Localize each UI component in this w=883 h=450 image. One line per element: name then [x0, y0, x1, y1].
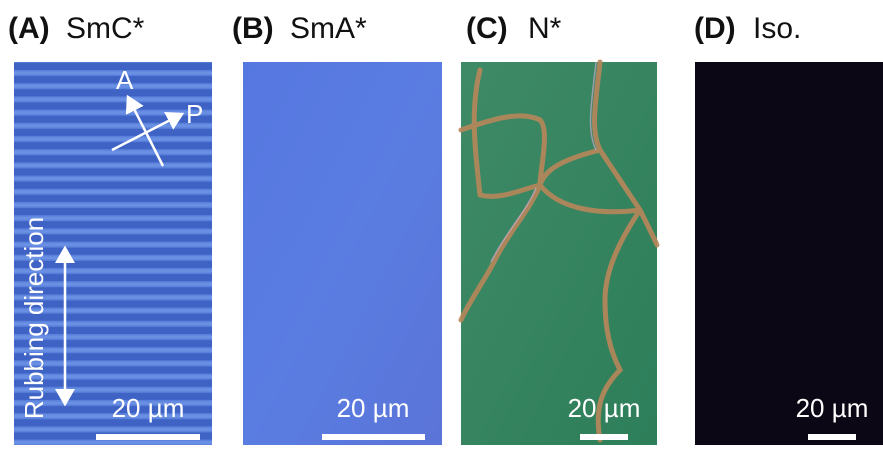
scale-bar — [580, 434, 628, 440]
figure: (A) SmC* A P Rubbing direction 20 µm (B)… — [0, 0, 883, 450]
panel-a: (A) SmC* A P Rubbing direction 20 µm — [8, 12, 212, 445]
panel-b: (B) SmA* 20 µm — [232, 12, 442, 445]
scale-text: 20 µm — [796, 393, 869, 423]
analyzer-label: A — [116, 65, 134, 95]
scale-text: 20 µm — [568, 393, 641, 423]
rubbing-label: Rubbing direction — [19, 217, 49, 419]
panel-tag: (B) — [232, 12, 274, 45]
panel-name: SmC* — [66, 12, 145, 45]
panel-name: Iso. — [753, 12, 801, 45]
micrograph — [695, 62, 883, 445]
panel-name: SmA* — [290, 12, 367, 45]
scale-bar — [808, 434, 856, 440]
polarizer-label: P — [186, 99, 203, 129]
micrograph — [243, 62, 442, 445]
scale-bar — [96, 434, 200, 440]
panel-name: N* — [528, 12, 562, 45]
scale-bar — [322, 434, 425, 440]
panel-tag: (D) — [694, 12, 736, 45]
panel-tag: (A) — [8, 12, 50, 45]
scale-text: 20 µm — [112, 393, 185, 423]
panel-tag: (C) — [466, 12, 508, 45]
scale-text: 20 µm — [337, 393, 410, 423]
panel-c: (C) N* 20 µm — [461, 12, 657, 445]
panel-d: (D) Iso. 20 µm — [694, 12, 883, 445]
